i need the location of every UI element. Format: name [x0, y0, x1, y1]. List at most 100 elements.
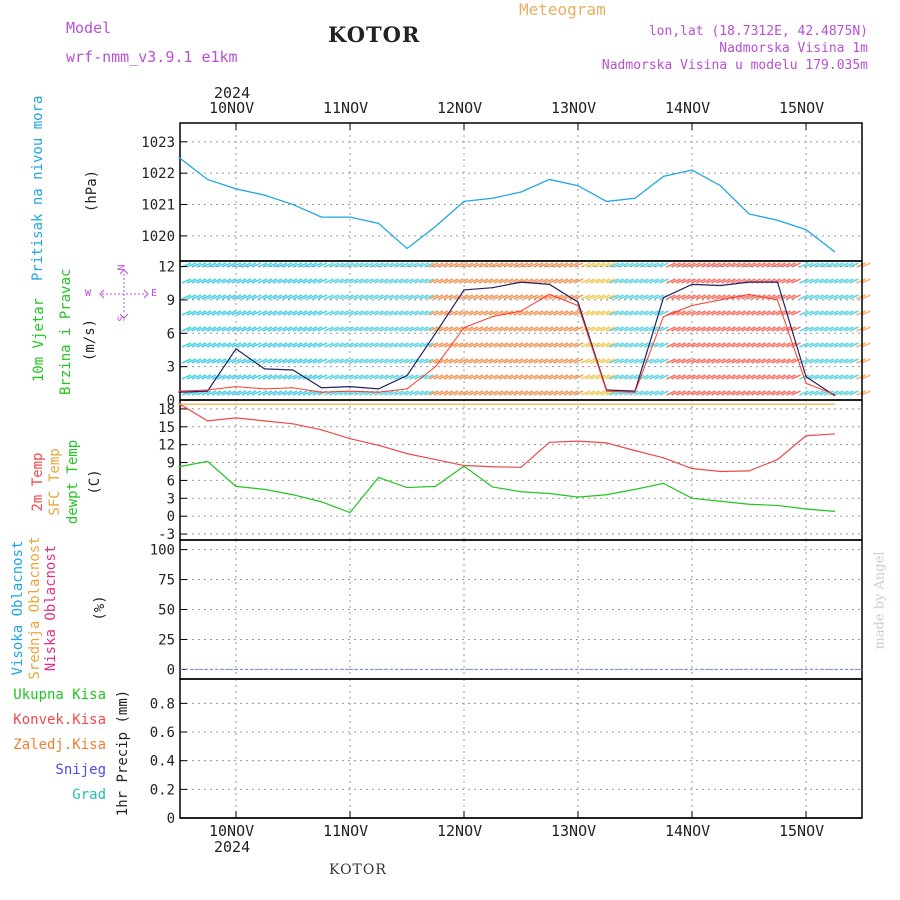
wind-barb-3	[463, 262, 474, 268]
wind-barb-0	[216, 278, 227, 284]
model-value: wrf-nmm_v3.9.1 e1km	[66, 48, 238, 66]
wind-barb-3	[443, 342, 454, 348]
wind-barb-1	[257, 310, 268, 316]
wind-barb-3	[453, 262, 464, 268]
wind-barb-5	[654, 278, 664, 284]
wind-barb-3	[538, 374, 549, 380]
wind-barb-0	[216, 262, 227, 268]
wind-barb-1	[282, 326, 293, 332]
wind-barb-2	[419, 310, 429, 316]
wind-barb-2	[374, 342, 384, 348]
wind-barb-3	[528, 342, 539, 348]
wind-barb-2	[354, 342, 364, 348]
wind-barb-1	[267, 294, 278, 300]
wind-barb-0	[251, 342, 262, 348]
dewpt-line-point	[805, 508, 807, 510]
wind-barb-0	[231, 310, 242, 316]
wind-speed-line-point	[805, 376, 807, 378]
wind-barb-2	[404, 310, 414, 316]
wind-barb-0	[201, 390, 212, 396]
wind-barb-3	[493, 294, 504, 300]
wind-barb-3	[533, 326, 544, 332]
wind-barb-0	[241, 326, 252, 332]
wind-barb-5	[639, 390, 649, 396]
precip-tick-label: 0	[167, 811, 175, 827]
dewpt-line-point	[833, 510, 836, 513]
wind-barb-5	[649, 358, 659, 364]
wind-barb-0	[211, 294, 222, 300]
wind-barb-7	[799, 294, 809, 300]
temp2m-line-point	[349, 438, 351, 440]
wind-barb-7	[819, 358, 829, 364]
wind-barb-6	[686, 326, 696, 332]
pressure-line	[178, 156, 835, 253]
wind-barb-7	[824, 390, 834, 396]
wind-barb-5	[639, 326, 649, 332]
wind-barb-3	[443, 278, 454, 284]
wind-barb-0	[251, 358, 262, 364]
pressure-line-point	[206, 178, 209, 181]
wind-speed-line-point	[406, 374, 408, 377]
wind-barb-7	[824, 358, 834, 364]
wind-barb-3	[548, 262, 559, 268]
wind-barb-2	[369, 278, 379, 284]
wind-barb-2	[404, 358, 414, 364]
wind-barb-5	[654, 390, 664, 396]
wind-barb-4	[585, 358, 596, 364]
day-label-bottom-4: 13NOV	[551, 822, 597, 840]
wind-barb-2	[324, 294, 334, 300]
wind-barb-0	[211, 310, 222, 316]
wind-barb-7	[844, 342, 854, 348]
wind-barb-3	[513, 374, 524, 380]
wind-barb-6	[711, 358, 721, 364]
wind-barb-4	[600, 342, 611, 348]
wind-barb-6	[676, 374, 686, 380]
wind-tick-label: 0	[167, 393, 175, 409]
wind-barb-1	[307, 326, 318, 332]
wind-barb-6	[696, 374, 706, 380]
wind-barb-4	[585, 310, 596, 316]
wind-barb-1	[257, 358, 268, 364]
wind-barb-2	[344, 326, 354, 332]
wind-barb-6	[701, 294, 711, 300]
wind-gust-line-point	[662, 316, 665, 318]
wind-barb-6	[671, 278, 681, 284]
wind-barb-0	[186, 374, 197, 380]
wind-barb-5	[619, 310, 629, 316]
wind-barb-6	[741, 310, 751, 316]
wind-barb-6	[746, 390, 756, 396]
wind-barb-1	[292, 374, 303, 380]
wind-barb-2	[324, 358, 334, 364]
wind-barb-0	[181, 326, 192, 332]
wind-barb-3	[528, 390, 539, 396]
wind-barb-3	[548, 342, 559, 348]
wind-barb-3	[553, 342, 564, 348]
wind-barb-7	[809, 358, 819, 364]
precip-tick-label: 0.8	[150, 696, 175, 712]
wind-barb-0	[236, 326, 247, 332]
sfc-temp-line-point	[691, 403, 693, 405]
wind-barb-0	[201, 342, 212, 348]
wind-barb-3	[513, 278, 524, 284]
wind-barb-2	[394, 342, 404, 348]
wind-barb-6	[731, 390, 741, 396]
wind-barb-0	[181, 278, 192, 284]
wind-barb-6	[776, 374, 786, 380]
wind-barb-1	[317, 358, 328, 364]
pressure-line-point	[833, 250, 836, 253]
wind-barb-7	[844, 390, 854, 396]
wind-barb-0	[246, 358, 257, 364]
pressure-tick-label: 1020	[141, 229, 175, 245]
wind-barb-1	[282, 390, 293, 396]
wind-barb-1	[302, 294, 313, 300]
wind-barb-7	[829, 262, 839, 268]
compass-arrows-icon	[99, 269, 149, 319]
wind-speed-line-point	[434, 332, 437, 334]
wind-barb-5	[609, 342, 619, 348]
pressure-line-point	[805, 229, 807, 231]
wind-gust-line-point	[377, 391, 380, 393]
wind-barb-7	[839, 310, 849, 316]
wind-barb-3	[483, 310, 494, 316]
temp2m-line-point	[605, 442, 608, 444]
dewpt-line-point	[377, 476, 380, 479]
